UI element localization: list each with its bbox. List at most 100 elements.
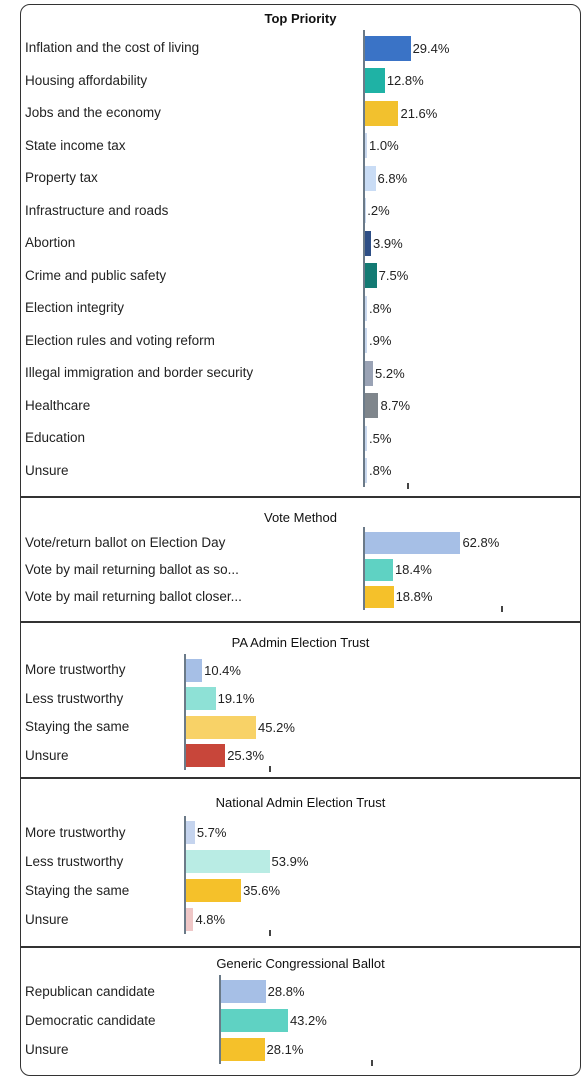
data-label: .9% [369, 333, 391, 348]
category-label: Election rules and voting reform [25, 333, 215, 348]
axis-tick [269, 930, 271, 936]
bar [186, 821, 195, 844]
category-label: State income tax [25, 138, 126, 153]
data-label: 25.3% [227, 748, 264, 763]
category-label: Republican candidate [25, 984, 155, 999]
bar [365, 263, 377, 288]
data-label: 18.4% [395, 562, 432, 577]
category-label: Unsure [25, 463, 69, 478]
bar [365, 296, 367, 321]
data-label: 5.2% [375, 366, 405, 381]
bar [365, 393, 378, 418]
data-label: 43.2% [290, 1013, 327, 1028]
bar [186, 687, 216, 710]
data-label: 35.6% [243, 883, 280, 898]
category-label: Housing affordability [25, 73, 147, 88]
data-label: 4.8% [195, 912, 225, 927]
data-label: 45.2% [258, 720, 295, 735]
category-label: Education [25, 430, 85, 445]
data-label: 6.8% [378, 171, 408, 186]
bar [365, 36, 411, 61]
category-label: Unsure [25, 1042, 69, 1057]
data-label: 7.5% [379, 268, 409, 283]
axis-line [219, 975, 221, 1064]
data-label: 28.1% [267, 1042, 304, 1057]
axis-tick [407, 483, 409, 489]
data-label: 12.8% [387, 73, 424, 88]
category-label: Less trustworthy [25, 691, 123, 706]
data-label: .2% [367, 203, 389, 218]
data-label: 29.4% [413, 41, 450, 56]
chart-panel-2: Vote Method Vote/return ballot on Electio… [21, 496, 580, 623]
bar [186, 850, 270, 873]
bar [221, 1009, 288, 1032]
category-label: Staying the same [25, 719, 129, 734]
bar [365, 426, 367, 451]
bar [365, 361, 373, 386]
chart-panel-1: Top Priority Inflation and the cost of li… [21, 5, 580, 496]
data-label: 18.8% [396, 589, 433, 604]
axis-tick [501, 606, 503, 612]
bar [365, 133, 367, 158]
chart-panel-3: PA Admin Election Trust More trustworthy 1… [21, 621, 580, 779]
chart-title: Top Priority [21, 11, 580, 26]
chart-title: National Admin Election Trust [21, 795, 580, 810]
bar [365, 101, 398, 126]
bar [186, 716, 256, 739]
category-label: Election integrity [25, 300, 124, 315]
category-label: Vote by mail returning ballot closer... [25, 589, 242, 604]
bar [365, 559, 393, 581]
bar [221, 1038, 265, 1061]
category-label: More trustworthy [25, 662, 126, 677]
category-label: Jobs and the economy [25, 105, 161, 120]
data-label: 19.1% [218, 691, 255, 706]
chart-title: Vote Method [21, 510, 580, 525]
category-label: Abortion [25, 235, 75, 250]
bar [365, 328, 367, 353]
category-label: Vote/return ballot on Election Day [25, 535, 225, 550]
category-label: Less trustworthy [25, 854, 123, 869]
category-label: Property tax [25, 170, 98, 185]
data-label: 53.9% [272, 854, 309, 869]
chart-title: PA Admin Election Trust [21, 635, 580, 650]
data-label: 3.9% [373, 236, 403, 251]
category-label: More trustworthy [25, 825, 126, 840]
category-label: Vote by mail returning ballot as so... [25, 562, 239, 577]
bar [365, 231, 371, 256]
chart-panel-4: National Admin Election Trust More trustw… [21, 777, 580, 948]
data-label: 21.6% [400, 106, 437, 121]
bar [365, 68, 385, 93]
data-label: .8% [369, 463, 391, 478]
data-label: .8% [369, 301, 391, 316]
bar [365, 586, 394, 608]
category-label: Infrastructure and roads [25, 203, 168, 218]
data-label: .5% [369, 431, 391, 446]
data-label: 5.7% [197, 825, 227, 840]
bar [186, 744, 225, 767]
axis-line [184, 816, 186, 934]
axis-tick [269, 766, 271, 772]
category-label: Democratic candidate [25, 1013, 156, 1028]
bar [186, 879, 241, 902]
category-label: Healthcare [25, 398, 90, 413]
bar [365, 166, 376, 191]
category-label: Unsure [25, 912, 69, 927]
category-label: Crime and public safety [25, 268, 166, 283]
data-label: 62.8% [462, 535, 499, 550]
data-label: 1.0% [369, 138, 399, 153]
axis-line [363, 30, 365, 487]
category-label: Inflation and the cost of living [25, 40, 199, 55]
category-label: Illegal immigration and border security [25, 365, 253, 380]
bar [221, 980, 266, 1003]
axis-line [184, 654, 186, 770]
category-label: Unsure [25, 748, 69, 763]
chart-frame: Top Priority Inflation and the cost of li… [20, 4, 581, 1076]
data-label: 8.7% [380, 398, 410, 413]
bar [186, 908, 193, 931]
data-label: 10.4% [204, 663, 241, 678]
bar [365, 458, 367, 483]
data-label: 28.8% [268, 984, 305, 999]
bar [186, 659, 202, 682]
axis-line [363, 527, 365, 610]
